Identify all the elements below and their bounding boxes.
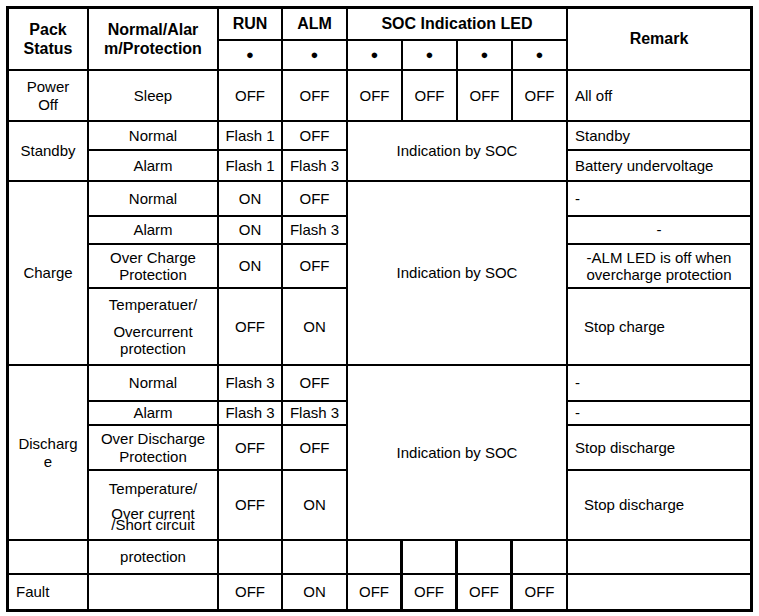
protection-row-empty-soc-cell-2 — [403, 541, 458, 575]
charge-label: Charge — [9, 182, 89, 366]
discharge-alarm-alm-value: Flash 3 — [283, 402, 348, 426]
charge-alarm-remark: - — [568, 217, 750, 245]
standby-normal-run-value: Flash 1 — [219, 122, 283, 151]
over-charge-protection-alm-value: OFF — [283, 245, 348, 289]
charge-alarm-run-value: ON — [219, 217, 283, 245]
pack-status-header: Pack Status — [9, 9, 89, 71]
fault-run-value: OFF — [219, 575, 283, 609]
standby-label: Standby — [9, 122, 89, 182]
soc-led-dot-1-icon: ● — [348, 41, 403, 71]
discharge-normal-run-value: Flash 3 — [219, 366, 283, 402]
soc-led-dot-2-icon: ● — [403, 41, 458, 71]
discharge-normal-remark: - — [568, 366, 750, 402]
discharge-temperature-alm-value: ON — [283, 471, 348, 541]
fault-soc-value-4: OFF — [513, 575, 568, 609]
alm-header: ALM — [283, 9, 348, 41]
charge-normal-alm-value: OFF — [283, 182, 348, 217]
discharge-temperature-remark: Stop discharge — [568, 471, 750, 541]
discharge-alarm-remark: - — [568, 402, 750, 426]
power-off-label: Power Off — [9, 71, 89, 122]
discharge-alarm-mode: Alarm — [89, 402, 219, 426]
charge-overcurrent-protection-line: Overcurrent protection — [113, 323, 192, 358]
charge-temperature-line: Temperatuer/ — [109, 296, 197, 313]
fault-empty-remark-cell — [568, 575, 750, 609]
power-off-soc-value-2: OFF — [403, 71, 458, 122]
charge-temperature-alm-value: ON — [283, 289, 348, 366]
charge-soc-indication: Indication by SOC — [348, 182, 568, 366]
power-off-alm-value: OFF — [283, 71, 348, 122]
over-charge-protection-remark: -ALM LED is off when overcharge protecti… — [568, 245, 750, 289]
normal-alarm-protection-header: Normal/Alar m/Protection — [89, 9, 219, 71]
power-off-soc-value-1: OFF — [348, 71, 403, 122]
discharge-normal-alm-value: OFF — [283, 366, 348, 402]
charge-normal-mode: Normal — [89, 182, 219, 217]
protection-row-empty-soc-cell-3 — [458, 541, 513, 575]
standby-alarm-mode: Alarm — [89, 151, 219, 182]
run-header: RUN — [219, 9, 283, 41]
charge-normal-run-value: ON — [219, 182, 283, 217]
discharge-overcurrent-shortcircuit-line: Over current /Short circuit — [111, 509, 194, 531]
fault-label: Fault — [9, 575, 89, 609]
standby-alarm-alm-value: Flash 3 — [283, 151, 348, 182]
soc-led-dot-4-icon: ● — [513, 41, 568, 71]
page: Pack Status Normal/Alar m/Protection RUN… — [0, 0, 759, 612]
over-discharge-protection-remark: Stop discharge — [568, 426, 750, 471]
discharge-temperature-shortcircuit-mode: Temperature/ Over current /Short circuit — [89, 471, 219, 541]
power-off-run-value: OFF — [219, 71, 283, 122]
standby-alarm-run-value: Flash 1 — [219, 151, 283, 182]
discharge-temperature-run-value: OFF — [219, 471, 283, 541]
over-discharge-protection-run-value: OFF — [219, 426, 283, 471]
power-off-soc-value-4: OFF — [513, 71, 568, 122]
charge-alarm-mode: Alarm — [89, 217, 219, 245]
standby-normal-alm-value: OFF — [283, 122, 348, 151]
fault-soc-value-2: OFF — [403, 575, 458, 609]
fault-empty-mode-cell — [89, 575, 219, 609]
protection-row-empty-soc-cell-4 — [513, 541, 568, 575]
charge-alarm-alm-value: Flash 3 — [283, 217, 348, 245]
remark-header: Remark — [568, 9, 750, 71]
run-led-dot-icon: ● — [219, 41, 283, 71]
charge-temperature-run-value: OFF — [219, 289, 283, 366]
charge-temperature-remark: Stop charge — [568, 289, 750, 366]
over-charge-protection-run-value: ON — [219, 245, 283, 289]
standby-normal-mode: Normal — [89, 122, 219, 151]
discharge-soc-indication: Indication by SOC — [348, 366, 568, 541]
standby-normal-remark: Standby — [568, 122, 750, 151]
fault-alm-value: ON — [283, 575, 348, 609]
soc-led-dot-3-icon: ● — [458, 41, 513, 71]
discharge-temperature-line: Temperature/ — [109, 480, 197, 497]
charge-temperature-overcurrent-mode: Temperatuer/ Overcurrent protection — [89, 289, 219, 366]
over-discharge-protection-mode: Over Discharge Protection — [89, 426, 219, 471]
protection-row-mode: protection — [89, 541, 219, 575]
led-indication-table: Pack Status Normal/Alar m/Protection RUN… — [6, 6, 753, 612]
fault-soc-value-1: OFF — [348, 575, 403, 609]
soc-indication-led-header: SOC Indication LED — [348, 9, 568, 41]
discharge-alarm-run-value: Flash 3 — [219, 402, 283, 426]
power-off-mode: Sleep — [89, 71, 219, 122]
standby-alarm-remark: Battery undervoltage — [568, 151, 750, 182]
alm-led-dot-icon: ● — [283, 41, 348, 71]
protection-row-empty-soc-cell-1 — [348, 541, 403, 575]
discharge-label: Discharg e — [9, 366, 89, 541]
protection-row-empty-pack-cell — [9, 541, 89, 575]
protection-row-empty-remark-cell — [568, 541, 750, 575]
over-discharge-protection-alm-value: OFF — [283, 426, 348, 471]
standby-soc-indication: Indication by SOC — [348, 122, 568, 182]
protection-row-empty-run-cell — [219, 541, 283, 575]
charge-normal-remark: - — [568, 182, 750, 217]
power-off-soc-value-3: OFF — [458, 71, 513, 122]
protection-row-empty-alm-cell — [283, 541, 348, 575]
discharge-normal-mode: Normal — [89, 366, 219, 402]
fault-soc-value-3: OFF — [458, 575, 513, 609]
power-off-remark: All off — [568, 71, 750, 122]
over-charge-protection-mode: Over Charge Protection — [89, 245, 219, 289]
